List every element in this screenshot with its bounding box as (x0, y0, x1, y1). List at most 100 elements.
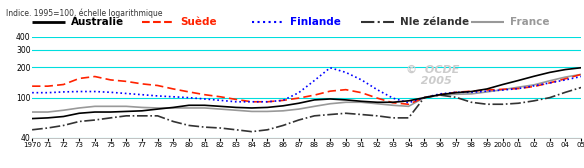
Australie (296, 102, 303, 104)
Australie (232, 106, 239, 108)
France (138, 106, 145, 108)
Australie (578, 67, 584, 69)
Nle zélande (248, 131, 255, 133)
Australie (390, 101, 397, 103)
Australie (138, 110, 145, 112)
Text: France: France (510, 17, 549, 27)
Suède (29, 85, 36, 87)
France (420, 97, 427, 99)
Finlande (452, 91, 459, 93)
Nle zélande (420, 97, 427, 99)
Suède (562, 78, 569, 80)
Line: Finlande: Finlande (32, 68, 581, 103)
France (107, 105, 114, 107)
Nle zélande (217, 127, 224, 129)
Nle zélande (390, 117, 397, 119)
France (578, 73, 584, 75)
Suède (201, 94, 208, 96)
Australie (29, 118, 36, 120)
Nle zélande (484, 103, 491, 105)
Nle zélande (326, 114, 333, 116)
Suède (44, 85, 51, 87)
Suède (484, 89, 491, 91)
Suède (405, 103, 412, 105)
Nle zélande (186, 124, 193, 127)
Australie (60, 115, 67, 117)
Text: Australie: Australie (71, 17, 124, 27)
Nle zélande (358, 114, 365, 116)
Nle zélande (280, 124, 287, 127)
Suède (170, 88, 177, 90)
France (170, 107, 177, 109)
Australie (436, 94, 443, 96)
Australie (405, 100, 412, 102)
Text: ©  OCDE
  2005: © OCDE 2005 (406, 65, 460, 86)
Suède (311, 94, 318, 96)
Finlande (264, 101, 271, 103)
Line: France: France (32, 74, 581, 112)
Finlande (232, 101, 239, 103)
France (452, 93, 459, 95)
Nle zélande (170, 120, 177, 122)
France (326, 103, 333, 105)
Nle zélande (452, 96, 459, 98)
France (296, 108, 303, 110)
France (515, 86, 522, 88)
Nle zélande (546, 97, 553, 99)
Suède (390, 102, 397, 104)
Suède (154, 85, 161, 87)
Australie (468, 91, 475, 93)
France (201, 107, 208, 109)
Australie (499, 83, 506, 86)
Australie (311, 99, 318, 101)
Finlande (296, 92, 303, 94)
Suède (515, 88, 522, 90)
Finlande (280, 99, 287, 101)
Finlande (342, 71, 349, 73)
Australie (123, 110, 130, 112)
Suède (358, 92, 365, 94)
Finlande (170, 96, 177, 98)
Suède (232, 98, 239, 100)
Suède (217, 96, 224, 98)
Australie (562, 69, 569, 71)
Finlande (578, 76, 584, 78)
Suède (342, 89, 349, 91)
Finlande (468, 91, 475, 93)
France (264, 110, 271, 112)
France (44, 111, 51, 113)
France (562, 76, 569, 78)
Suède (138, 83, 145, 85)
Finlande (515, 88, 522, 90)
France (405, 105, 412, 107)
Text: Indice. 1995=100, échelle logarithmique: Indice. 1995=100, échelle logarithmique (6, 8, 162, 18)
France (232, 109, 239, 111)
Suède (264, 101, 271, 103)
Finlande (29, 92, 36, 94)
Nle zélande (499, 103, 506, 105)
Australie (170, 106, 177, 108)
Finlande (311, 79, 318, 81)
Australie (154, 108, 161, 110)
Nle zélande (154, 115, 161, 117)
France (546, 80, 553, 82)
Finlande (91, 91, 98, 93)
Australie (248, 107, 255, 109)
Australie (530, 75, 537, 77)
Suède (123, 80, 130, 82)
France (311, 105, 318, 107)
France (123, 105, 130, 107)
Australie (358, 100, 365, 102)
Finlande (546, 82, 553, 84)
Finlande (154, 95, 161, 97)
Finlande (217, 99, 224, 101)
Finlande (420, 97, 427, 99)
Australie (201, 104, 208, 106)
Australie (452, 92, 459, 94)
Suède (107, 79, 114, 81)
France (76, 107, 83, 109)
Finlande (201, 98, 208, 100)
Nle zélande (264, 129, 271, 131)
Australie (342, 99, 349, 101)
France (217, 108, 224, 110)
